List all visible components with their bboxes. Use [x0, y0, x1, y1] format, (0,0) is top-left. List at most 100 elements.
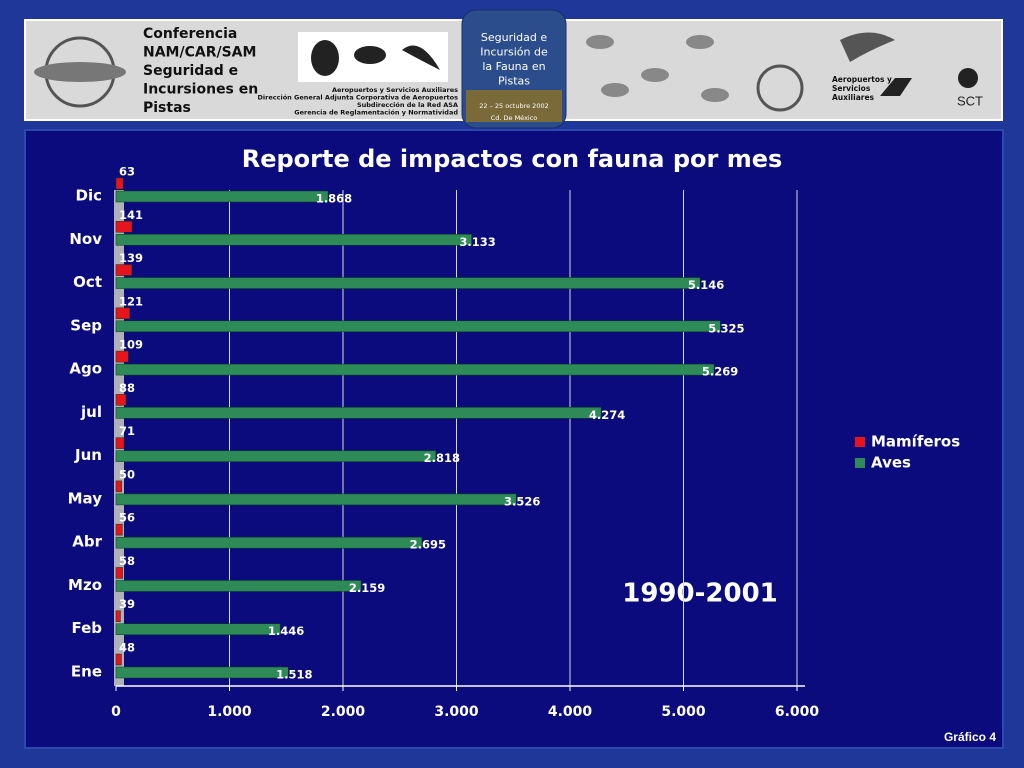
data-label: 71 — [119, 424, 135, 438]
data-label: 5.146 — [688, 278, 724, 292]
bar — [115, 610, 121, 622]
bar — [115, 394, 127, 406]
data-label: 141 — [119, 208, 143, 222]
sct-label: SCT — [957, 93, 983, 108]
bar — [115, 536, 423, 549]
header-line: Seguridad e — [481, 31, 547, 44]
bird-icon — [311, 40, 339, 76]
data-label: 121 — [119, 294, 143, 308]
y-tick-label: Oct — [73, 273, 102, 291]
header-line: Gerencia de Reglamentación y Normativida… — [294, 109, 458, 117]
bar — [115, 407, 602, 419]
bar — [115, 523, 123, 536]
legend-label: Aves — [871, 454, 911, 472]
header-line: Conferencia — [143, 26, 237, 42]
eagle-icon — [402, 45, 440, 70]
bar — [115, 450, 437, 462]
y-tick-label: Abr — [72, 533, 102, 551]
header-line: Pistas — [498, 75, 530, 88]
header-line: Subdirección de la Red ASA — [357, 101, 458, 109]
data-label: 56 — [119, 511, 135, 525]
data-label: 1.446 — [268, 624, 304, 638]
header-line: Aeropuertos y — [832, 75, 892, 84]
icao-wings — [34, 62, 126, 82]
header-line: Pistas — [143, 100, 191, 116]
bar — [115, 320, 721, 333]
bar — [115, 264, 133, 276]
plot: 0 1.000 2.000 3.000 4.000 5.000 6.000 Ene 48 1.51… — [68, 165, 961, 721]
seal-logo — [756, 64, 804, 112]
bar — [115, 177, 124, 190]
x-tick-label: 6.000 — [775, 704, 820, 720]
bar — [115, 190, 329, 203]
event-runway — [466, 90, 562, 122]
y-tick-label: Dic — [76, 187, 102, 205]
geese — [586, 35, 729, 102]
header-line: Servicios — [832, 84, 871, 93]
data-label: 88 — [119, 381, 135, 395]
y-tick-label: jul — [80, 403, 102, 421]
data-label: 4.274 — [589, 408, 625, 422]
sct-logo — [958, 68, 978, 88]
x-tick-label: 1.000 — [207, 704, 252, 720]
y-tick-label: Ago — [69, 360, 102, 378]
data-label: 3.526 — [504, 494, 540, 508]
y-tick-label: Sep — [70, 316, 102, 334]
data-label: 5.325 — [708, 321, 744, 335]
y-tick-label: Nov — [69, 230, 102, 248]
x-tick-label: 0 — [111, 704, 121, 720]
y-tick-label: May — [68, 489, 103, 507]
x-tick-label: 2.000 — [321, 704, 366, 720]
y-tick-label: Ene — [71, 663, 102, 681]
chart-title: Reporte de impactos con fauna por mes — [242, 145, 783, 173]
data-label: 39 — [119, 597, 135, 611]
data-label: 2.818 — [424, 451, 460, 465]
bar — [115, 277, 701, 289]
legend-swatch — [855, 458, 865, 468]
data-label: 63 — [119, 165, 135, 179]
data-label: 2.159 — [349, 581, 385, 595]
data-label: 58 — [119, 554, 135, 568]
data-label: 3.133 — [459, 235, 495, 249]
bar — [115, 480, 122, 493]
data-label: 2.695 — [410, 538, 446, 552]
deer-icon — [354, 46, 386, 64]
header-line: Dirección General Adjunta Corporativa de… — [258, 94, 459, 102]
asa-logo — [880, 78, 912, 96]
header-line: Incursiones en — [143, 82, 258, 98]
bar — [115, 221, 133, 233]
data-label: 1.868 — [316, 192, 352, 206]
data-label: 1.518 — [276, 668, 312, 682]
data-label: 50 — [119, 467, 135, 481]
x-tick-label: 3.000 — [434, 704, 479, 720]
event-dates: 22 – 25 octubre 2002 — [479, 102, 548, 110]
goose — [686, 35, 714, 49]
goose — [601, 83, 629, 97]
header-line: Aeropuertos y Servicios Auxiliares — [332, 86, 458, 94]
data-label: 48 — [119, 641, 135, 655]
header-line: NAM/CAR/SAM — [143, 45, 256, 61]
footer: Gráfico 4 — [944, 730, 996, 744]
header-line: la Fauna en — [482, 60, 545, 73]
data-label: 5.269 — [702, 365, 738, 379]
y-tick-label: Jun — [74, 446, 102, 464]
annotation: 1990-2001 — [622, 579, 778, 609]
bar — [115, 234, 472, 246]
bar — [115, 567, 123, 579]
header-line: Auxiliares — [832, 93, 875, 102]
x-tick-label: 4.000 — [548, 704, 593, 720]
data-label: 139 — [119, 251, 143, 265]
header-line: Incursión de — [480, 46, 548, 59]
y-tick-label: Feb — [71, 619, 102, 637]
bar — [115, 493, 517, 506]
x-tick-label: 5.000 — [661, 704, 706, 720]
bar — [115, 666, 289, 679]
y-tick-label: Mzo — [68, 576, 102, 594]
event-place: Cd. De México — [491, 114, 538, 122]
goose — [586, 35, 614, 49]
org-text: Aeropuertos y Servicios AuxiliaresDirecc… — [258, 86, 459, 117]
legend-swatch — [855, 437, 865, 447]
